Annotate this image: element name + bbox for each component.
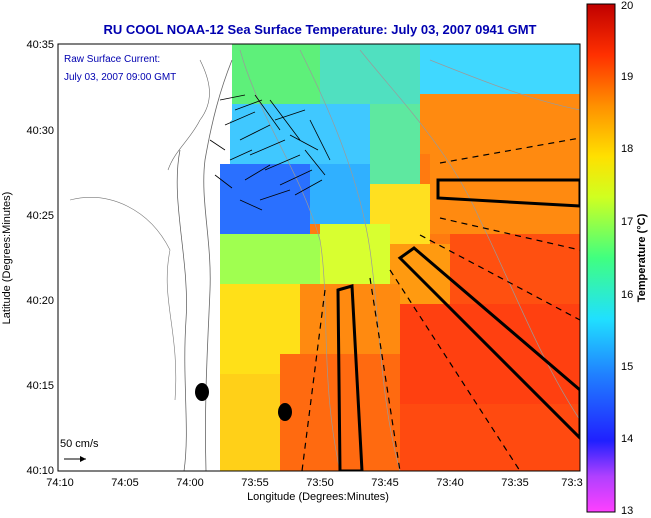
y-axis-title: Latitude (Degrees:Minutes) — [1, 192, 13, 325]
x-tick-label: 73:40 — [436, 477, 464, 489]
x-tick-label: 74:10 — [46, 477, 74, 489]
inset-label-1: Raw Surface Current: — [64, 54, 160, 65]
x-axis: 74:10 74:05 74:00 73:55 73:50 73:45 73:4… — [46, 477, 582, 489]
marker-dot — [195, 383, 209, 401]
colorbar-ticks: 20 19 18 17 16 15 14 13 — [621, 0, 633, 517]
colorbar-tick-label: 13 — [621, 505, 633, 517]
colorbar-title: Temperature (°C) — [636, 213, 648, 302]
x-tick-label: 74:00 — [176, 477, 204, 489]
x-tick-label: 74:05 — [111, 477, 139, 489]
colorbar-tick-label: 20 — [621, 0, 633, 12]
marker-dot — [278, 403, 292, 421]
colorbar-tick-label: 14 — [621, 433, 633, 445]
x-tick-label: 73:45 — [371, 477, 399, 489]
survey-boxes — [336, 178, 580, 471]
y-tick-label: 40:25 — [26, 210, 54, 222]
colorbar-tick-label: 16 — [621, 289, 633, 301]
scale-arrow-head — [80, 456, 86, 462]
scale-label: 50 cm/s — [60, 438, 99, 450]
colorbar-tick-label: 15 — [621, 361, 633, 373]
x-tick-label: 73:3 — [561, 477, 582, 489]
map-frame — [57, 43, 581, 472]
survey-dashed-lines — [301, 137, 580, 471]
colorbar-tick-label: 18 — [621, 143, 633, 155]
colorbar-tick-label: 17 — [621, 216, 633, 228]
x-tick-label: 73:55 — [241, 477, 269, 489]
map-title: RU COOL NOAA-12 Sea Surface Temperature:… — [103, 22, 537, 37]
y-tick-label: 40:10 — [26, 465, 54, 477]
colorbar — [586, 3, 616, 513]
y-axis: 40:35 40:30 40:25 40:20 40:15 40:10 — [26, 39, 54, 477]
surface-current-arrows — [209, 94, 331, 211]
x-tick-label: 73:50 — [306, 477, 334, 489]
colorbar-tick-label: 19 — [621, 71, 633, 83]
sst-field — [58, 44, 580, 471]
y-tick-label: 40:20 — [26, 295, 54, 307]
y-tick-label: 40:35 — [26, 39, 54, 51]
inset-label-2: July 03, 2007 09:00 GMT — [64, 72, 176, 83]
y-tick-label: 40:15 — [26, 380, 54, 392]
y-tick-label: 40:30 — [26, 125, 54, 137]
x-tick-label: 73:35 — [501, 477, 529, 489]
x-axis-title: Longitude (Degrees:Minutes) — [247, 491, 389, 503]
